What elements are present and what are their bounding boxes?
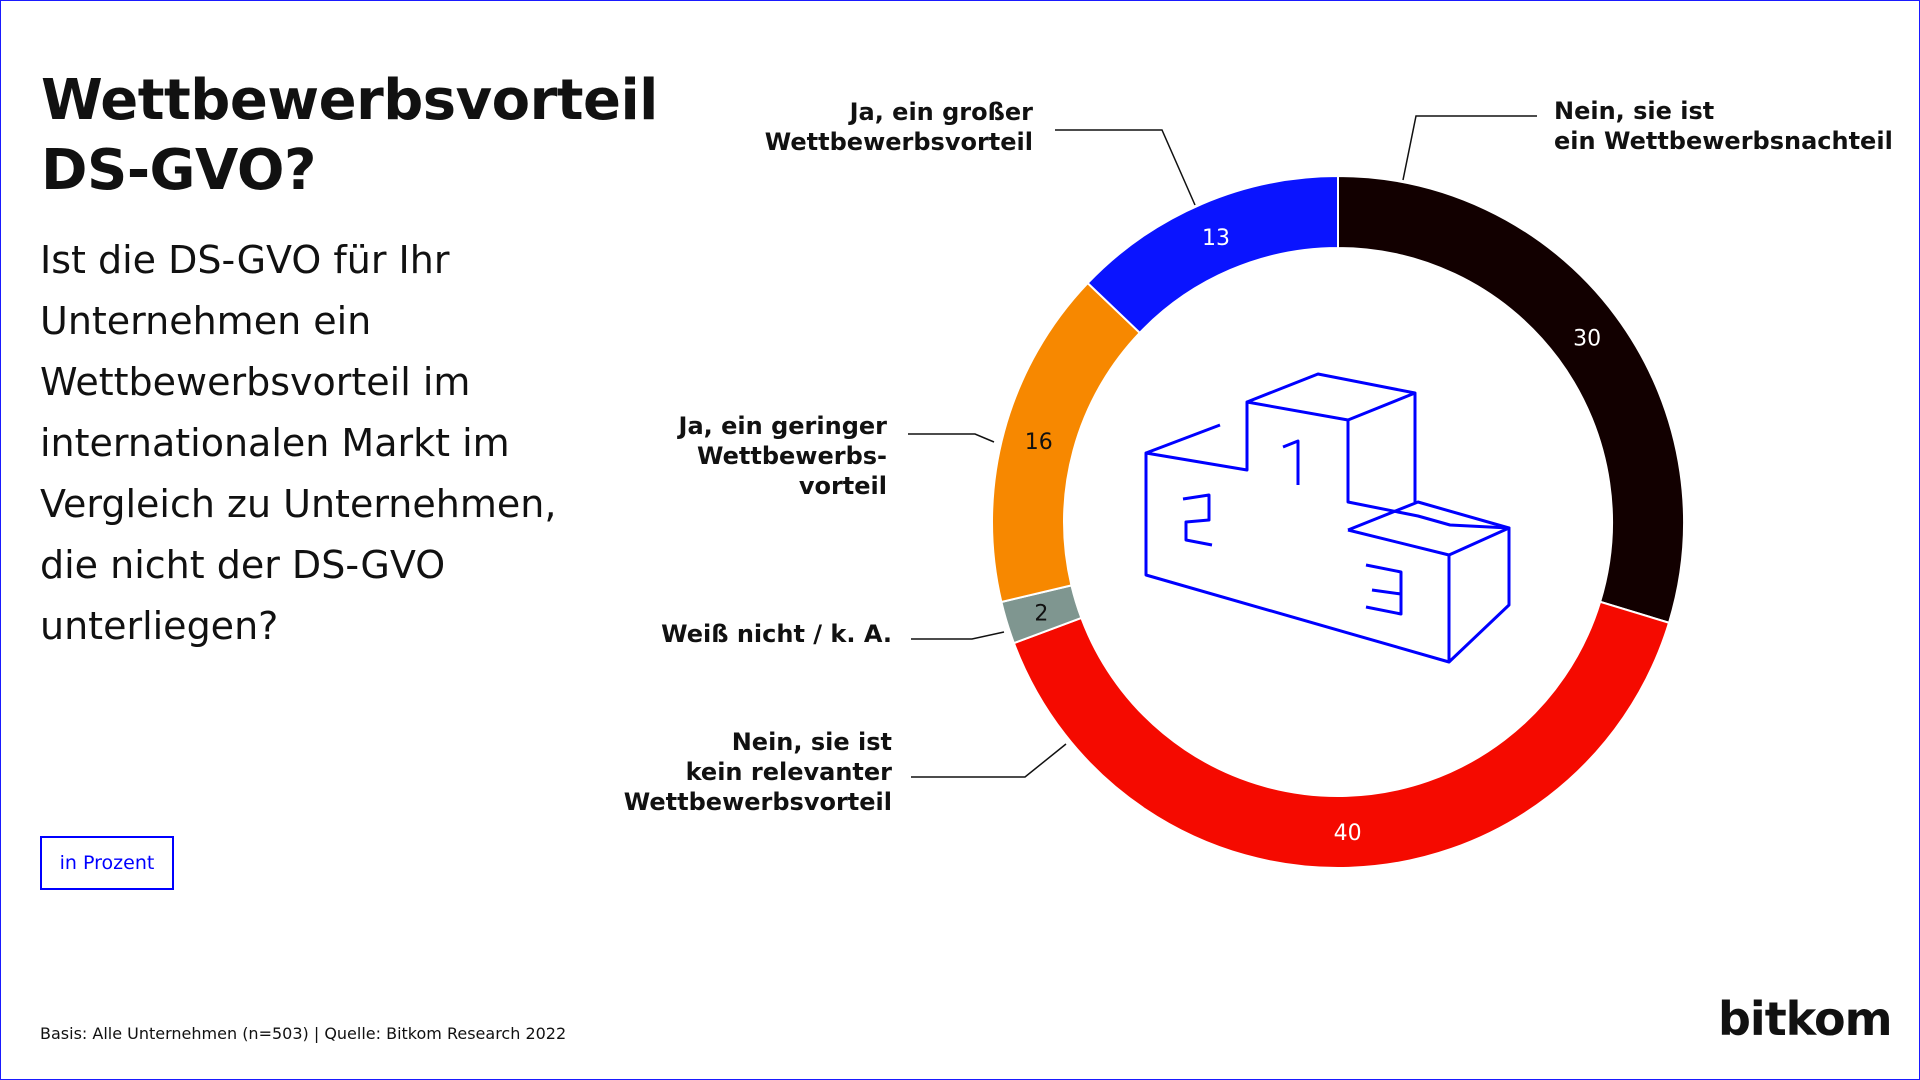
survey-question: Ist die DS-GVO für Ihr Unternehmen ein W…: [40, 238, 557, 648]
donut-slices: [991, 174, 1685, 869]
value-grosser-vorteil: 13: [1202, 226, 1230, 251]
value-geringer-vorteil: 16: [1025, 430, 1053, 455]
label-grosser-vorteil: Ja, ein großer Wettbewerbsvorteil: [765, 98, 1033, 156]
source-note: Basis: Alle Unternehmen (n=503) | Quelle…: [40, 1024, 567, 1043]
slice-geringer-vorteil: [991, 281, 1142, 604]
label-geringer-vorteil: Ja, ein geringer Wettbewerbs-vorteil: [677, 412, 888, 500]
slice-nachteil: [1337, 174, 1685, 625]
podium-icon: [1144, 372, 1511, 664]
leader-geringer-vorteil: [908, 433, 995, 443]
leader-lines: [908, 115, 1537, 778]
title-line-2: DS-GVO?: [41, 138, 316, 203]
value-nachteil: 30: [1573, 326, 1601, 351]
label-kein-relevanter-vorteil: Nein, sie ist kein relevanter Wettbewerbsv…: [624, 728, 892, 816]
leader-nachteil: [1402, 115, 1537, 181]
slice-grosser-vorteil: [1086, 174, 1339, 335]
title-line-1: Wettbewerbsvorteil: [41, 68, 658, 133]
label-weiss-nicht: Weiß nicht / k. A.: [661, 620, 892, 648]
value-kein-relevanter-vorteil: 40: [1334, 821, 1362, 846]
value-weiss-nicht: 2: [1034, 601, 1048, 626]
leader-kein-relevanter-vorteil: [911, 743, 1067, 778]
slice-kein-relevanter-vorteil: [1012, 600, 1671, 869]
page-title: Wettbewerbsvorteil DS-GVO?: [41, 66, 661, 206]
slice-values: 30 40 2 16 13: [1025, 226, 1601, 846]
label-nachteil: Nein, sie ist ein Wettbewerbsnachteil: [1554, 97, 1893, 155]
slice-labels: Nein, sie ist ein Wettbewerbsnachteil Nein…: [624, 97, 1893, 816]
bitkom-logo: bitkom: [1718, 992, 1893, 1046]
leader-grosser-vorteil: [1055, 129, 1196, 206]
unit-badge: in Prozent: [40, 836, 174, 890]
leader-weiss-nicht: [911, 631, 1005, 640]
